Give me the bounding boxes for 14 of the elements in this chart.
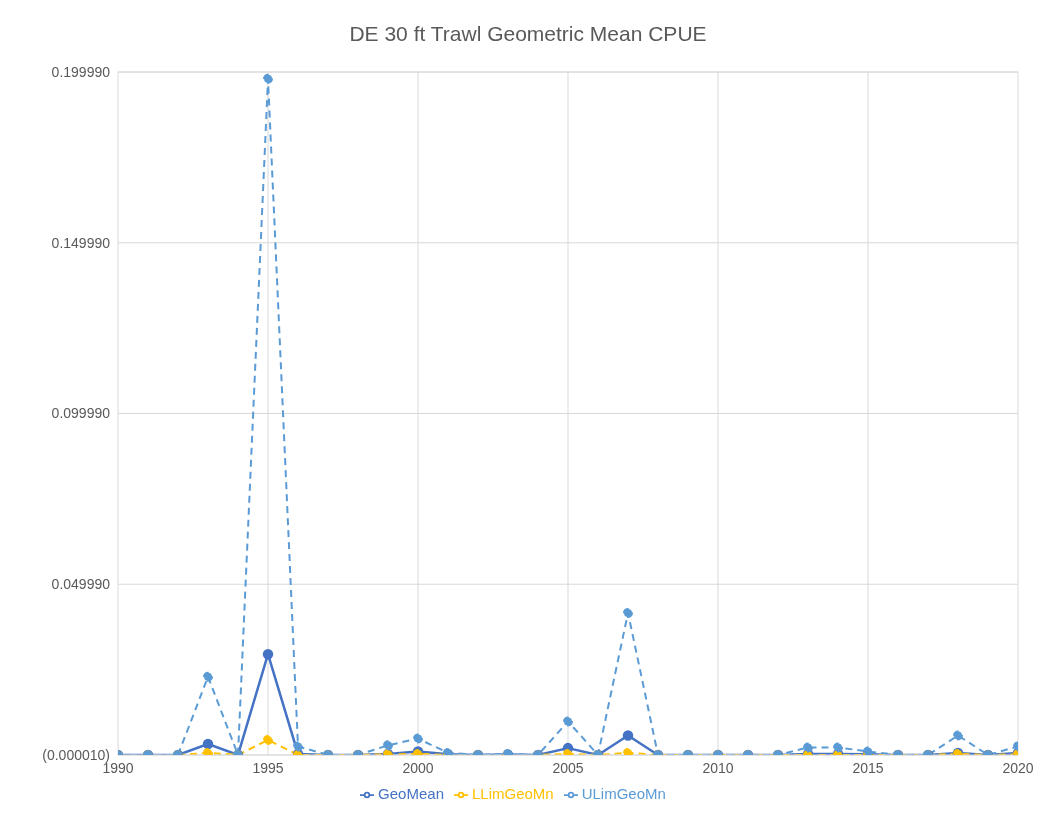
legend-label: GeoMean <box>378 784 444 802</box>
x-tick-label: 2015 <box>852 759 884 776</box>
x-tick-label: 2020 <box>1002 759 1034 776</box>
legend-label: LLimGeoMn <box>471 784 554 802</box>
x-tick-label: 2000 <box>402 759 434 776</box>
x-tick-label: 2010 <box>702 759 734 776</box>
y-tick-label: 0.199990 <box>51 64 111 80</box>
chart-title: DE 30 ft Trawl Geometric Mean CPUE <box>348 21 708 47</box>
legend-label: ULimGeoMn <box>581 784 666 802</box>
x-tick-label: 2005 <box>552 759 584 776</box>
y-tick-label: 0.099990 <box>51 405 111 422</box>
x-tick-label: 1995 <box>252 759 284 776</box>
y-tick-label: 0.149990 <box>51 234 111 251</box>
y-tick-label: 0.049990 <box>51 576 111 593</box>
